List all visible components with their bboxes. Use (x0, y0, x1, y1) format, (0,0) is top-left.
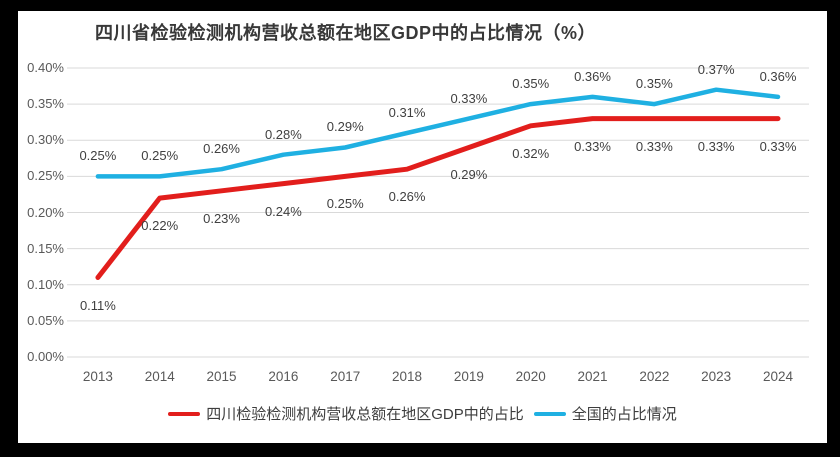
y-axis-tick-label: 0.35% (27, 96, 64, 112)
y-axis-tick-label: 0.25% (27, 168, 64, 184)
y-axis-tick-label: 0.10% (27, 276, 64, 292)
data-label: 0.32% (512, 145, 550, 161)
x-axis-tick-label: 2024 (762, 369, 794, 384)
chart-panel: 四川省检验检测机构营收总额在地区GDP中的占比情况（%） 四川检验检测机构营收总… (18, 11, 827, 443)
data-label: 0.28% (264, 126, 302, 142)
x-axis-tick-label: 2016 (268, 369, 299, 384)
data-label: 0.33% (697, 138, 735, 154)
data-label: 0.24% (264, 203, 302, 219)
data-label: 0.29% (326, 119, 364, 135)
data-label: 0.25% (326, 196, 364, 212)
data-label: 0.33% (759, 138, 797, 154)
x-axis-tick-label: 2018 (392, 369, 423, 384)
legend-item-sichuan: 四川检验检测机构营收总额在地区GDP中的占比 (168, 403, 524, 424)
data-label: 0.31% (388, 105, 426, 121)
data-label: 0.35% (635, 76, 673, 92)
legend: 四川检验检测机构营收总额在地区GDP中的占比 全国的占比情况 (18, 403, 827, 424)
y-axis-tick-label: 0.05% (27, 312, 64, 328)
x-axis-tick-label: 2014 (144, 369, 175, 384)
data-label: 0.23% (203, 210, 240, 226)
data-label: 0.35% (512, 76, 550, 92)
x-axis-tick-label: 2019 (453, 369, 484, 384)
legend-line-red-icon (168, 411, 201, 416)
data-label: 0.33% (635, 138, 673, 154)
data-label: 0.33% (450, 90, 488, 106)
y-axis-tick-label: 0.20% (27, 204, 64, 220)
data-label: 0.36% (574, 68, 611, 84)
legend-label-national: 全国的占比情况 (571, 406, 677, 423)
series-line-1 (95, 87, 781, 179)
y-axis-tick-label: 0.30% (27, 132, 64, 148)
data-label: 0.26% (203, 141, 240, 157)
data-label: 0.22% (141, 218, 179, 234)
data-label: 0.29% (450, 167, 488, 183)
x-axis-tick-label: 2020 (515, 369, 546, 384)
chart-title: 四川省检验检测机构营收总额在地区GDP中的占比情况（%） (95, 23, 597, 43)
data-label: 0.25% (79, 148, 117, 164)
x-axis-tick-label: 2013 (82, 369, 113, 384)
x-axis-tick-label: 2023 (701, 369, 732, 384)
series-line-0 (95, 116, 781, 280)
y-axis-tick-label: 0.40% (27, 60, 64, 75)
data-label: 0.36% (759, 68, 797, 84)
plot-area (67, 67, 809, 358)
legend-item-national: 全国的占比情况 (533, 403, 677, 424)
data-label: 0.33% (574, 138, 611, 154)
data-label: 0.11% (79, 297, 116, 313)
x-axis-tick-label: 2022 (639, 369, 670, 384)
x-axis-tick-label: 2015 (206, 369, 237, 384)
x-axis-tick-label: 2021 (577, 369, 608, 384)
y-axis-tick-label: 0.00% (27, 349, 64, 364)
legend-line-blue-icon (533, 411, 566, 416)
x-axis-tick-label: 2017 (330, 369, 361, 384)
y-axis-tick-label: 0.15% (27, 240, 64, 256)
data-label: 0.37% (697, 61, 735, 77)
data-label: 0.25% (141, 148, 179, 164)
data-label: 0.26% (388, 189, 426, 205)
legend-label-sichuan: 四川检验检测机构营收总额在地区GDP中的占比 (206, 406, 524, 423)
